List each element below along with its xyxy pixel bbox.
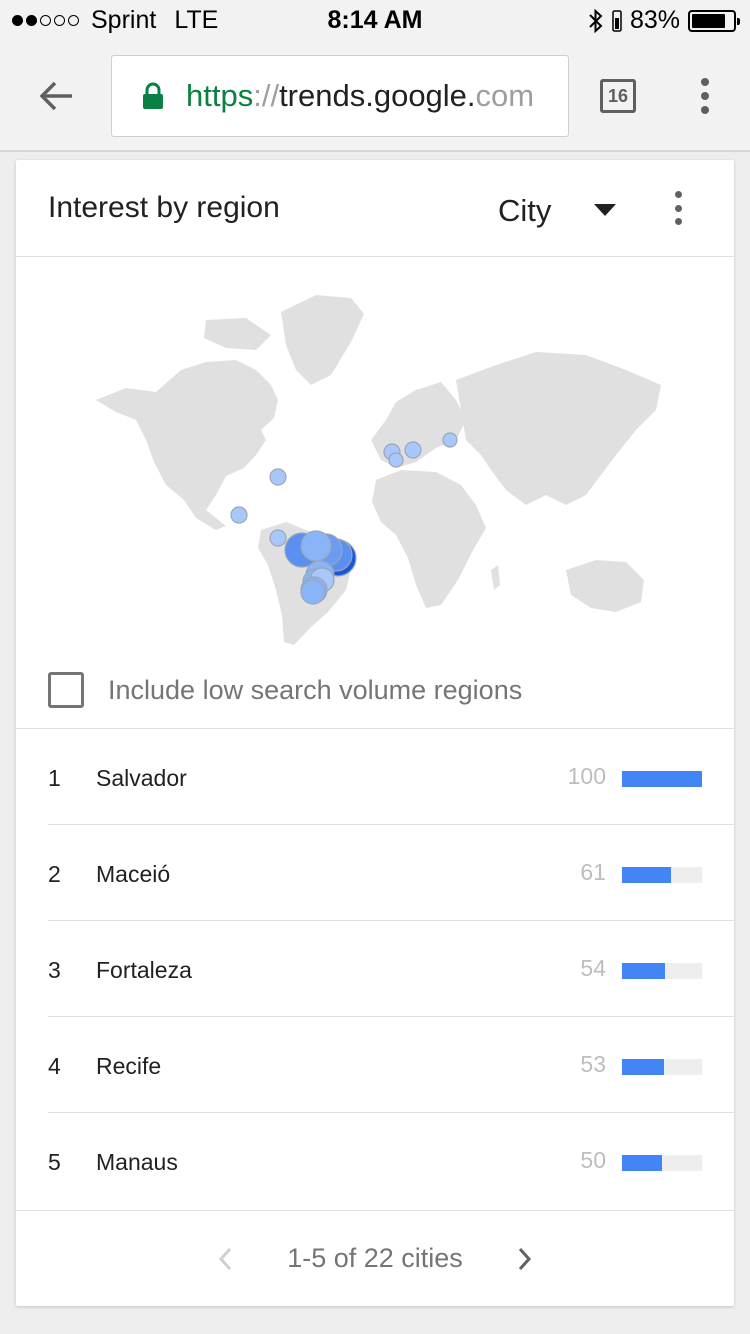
network-type: LTE: [174, 6, 219, 34]
card-menu-button[interactable]: [672, 191, 684, 225]
low-volume-checkbox[interactable]: [48, 672, 84, 708]
region-bar-fill: [622, 867, 671, 883]
map-bubbles: [230, 432, 458, 605]
pagination-label: 1-5 of 22 cities: [287, 1243, 463, 1273]
bubble-marker[interactable]: [388, 452, 404, 468]
map-land: [96, 295, 661, 645]
status-bar: Sprint LTE 8:14 AM 83%: [0, 0, 750, 40]
tab-switcher-button[interactable]: 16: [600, 79, 636, 113]
region-bar-fill: [622, 1059, 665, 1075]
resolution-dropdown[interactable]: City: [498, 193, 552, 228]
region-list-divider: [16, 728, 734, 729]
lock-icon: [143, 82, 163, 109]
region-city: Fortaleza: [96, 957, 192, 983]
australia-shape: [566, 560, 644, 612]
arctic-islands-shape: [204, 318, 271, 350]
region-city: Recife: [96, 1053, 162, 1079]
asia-shape: [456, 352, 661, 505]
menu-dot-icon: [674, 191, 682, 198]
region-bar-track: [622, 771, 702, 787]
battery-fill: [692, 13, 726, 28]
region-bar-track: [622, 963, 702, 979]
address-bar[interactable]: https://trends.google.com: [111, 55, 569, 137]
region-value: 50: [580, 1147, 606, 1173]
chevron-right-icon: [518, 1247, 532, 1271]
dropdown-arrow-icon[interactable]: [594, 204, 616, 216]
bluetooth-icon: [589, 8, 603, 33]
back-arrow-icon: [39, 81, 72, 111]
world-map[interactable]: [96, 290, 666, 650]
bubble-marker[interactable]: [230, 506, 248, 524]
url-scheme: https: [186, 78, 254, 113]
bubble-marker[interactable]: [269, 468, 287, 486]
region-value: 54: [580, 955, 606, 981]
north-america-shape: [96, 360, 278, 530]
region-bar-track: [622, 867, 702, 883]
bubble-marker[interactable]: [442, 432, 458, 448]
back-button[interactable]: [30, 70, 82, 122]
charging-icon: [612, 9, 622, 32]
region-value: 100: [567, 763, 606, 789]
region-row[interactable]: 3 Fortaleza 54: [48, 921, 734, 1017]
bubble-marker[interactable]: [269, 529, 287, 547]
region-bar-track: [622, 1059, 702, 1075]
battery-percent: 83%: [629, 6, 680, 34]
region-rank: 5: [48, 1149, 61, 1175]
menu-dot-icon: [674, 218, 682, 225]
islands-shape: [491, 565, 500, 590]
region-row[interactable]: 2 Maceió 61: [48, 825, 734, 921]
browser-toolbar: https://trends.google.com 16: [0, 40, 750, 152]
chevron-left-icon: [218, 1247, 232, 1271]
battery-icon: [688, 9, 740, 32]
region-bar-fill: [622, 963, 666, 979]
low-volume-toggle[interactable]: Include low search volume regions: [48, 672, 522, 708]
greenland-shape: [281, 295, 364, 385]
region-rank: 2: [48, 861, 61, 887]
region-bar-track: [622, 1155, 702, 1171]
menu-dot-icon: [701, 106, 709, 114]
url-separator: ://: [253, 78, 280, 113]
url-host: trends.google.: [279, 78, 476, 113]
region-rank: 4: [48, 1053, 61, 1079]
card-header: Interest by region City: [16, 160, 734, 257]
region-rank: 3: [48, 957, 61, 983]
previous-page-button[interactable]: [212, 1241, 238, 1277]
menu-dot-icon: [674, 204, 682, 212]
url-tail: com: [475, 78, 535, 113]
menu-dot-icon: [701, 78, 709, 86]
region-row[interactable]: 5 Manaus 50: [48, 1113, 734, 1209]
region-rank: 1: [48, 765, 61, 791]
region-city: Salvador: [96, 765, 187, 791]
region-value: 61: [580, 859, 606, 885]
status-left: Sprint LTE: [12, 6, 218, 35]
region-value: 53: [580, 1051, 606, 1077]
bubble-marker[interactable]: [404, 441, 422, 459]
interest-by-region-card: Interest by region City: [16, 160, 734, 1306]
status-right: 83%: [588, 6, 740, 35]
status-time: 8:14 AM: [327, 6, 423, 34]
pagination: 1-5 of 22 cities: [16, 1210, 734, 1306]
card-title: Interest by region: [48, 191, 280, 224]
signal-strength-icon: [12, 15, 79, 26]
low-volume-label: Include low search volume regions: [108, 674, 523, 705]
browser-menu-button[interactable]: [690, 76, 720, 116]
menu-dot-icon: [701, 92, 709, 100]
region-row[interactable]: 4 Recife 53: [48, 1017, 734, 1113]
region-bar-fill: [622, 771, 702, 787]
carrier-name: Sprint: [91, 6, 157, 34]
bubble-marker[interactable]: [300, 530, 332, 562]
region-row[interactable]: 1 Salvador 100: [48, 729, 734, 825]
next-page-button[interactable]: [512, 1241, 538, 1277]
region-bar-fill: [622, 1155, 662, 1171]
region-city: Manaus: [96, 1149, 178, 1175]
region-city: Maceió: [96, 861, 171, 887]
url-text: https://trends.google.com: [186, 78, 534, 114]
africa-shape: [372, 470, 486, 608]
bubble-marker[interactable]: [300, 579, 326, 605]
tab-count: 16: [607, 85, 629, 106]
